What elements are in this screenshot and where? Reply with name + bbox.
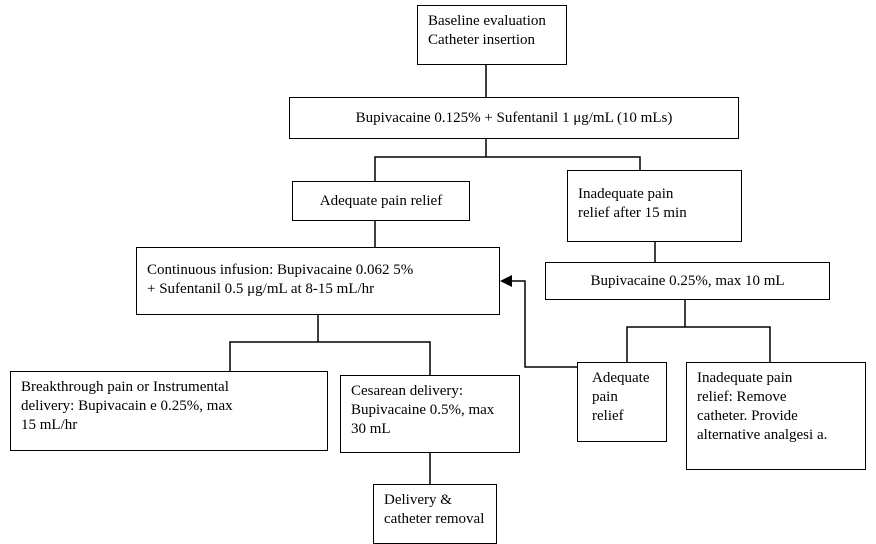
node-text: catheter. Provide: [697, 408, 798, 424]
node-text: Bupivacaine 0.25%, max 10 mL: [590, 272, 785, 289]
node: Baseline evaluation Catheter insertion: [417, 5, 567, 65]
node-text: + Sufentanil 0.5 μg/mL at 8-15 mL/hr: [147, 281, 375, 297]
arrowhead: [500, 275, 512, 287]
node-text: Delivery &: [384, 492, 452, 508]
node: Bupivacaine 0.125% + Sufentanil 1 μg/mL …: [289, 97, 739, 139]
node-text: Inadequate pain: [697, 370, 793, 386]
node-text: 15 mL/hr: [21, 417, 78, 433]
node-text: relief after 15 min: [578, 205, 687, 221]
node-text: Bupivacaine 0.125% + Sufentanil 1 μg/mL …: [355, 109, 673, 126]
node-text: Continuous infusion: Bupivacaine 0.062 5…: [147, 262, 414, 278]
node: Cesarean delivery: Bupivacaine 0.5%, max 3…: [340, 375, 520, 453]
node: Breakthrough pain or Instrumental deliver…: [10, 371, 328, 451]
node-text: Breakthrough pain or Instrumental: [21, 379, 229, 395]
node-text: delivery: Bupivacain e 0.25%, max: [21, 398, 233, 414]
node: Continuous infusion: Bupivacaine 0.062 5…: [136, 247, 500, 315]
lines: [229, 65, 771, 484]
node-text: relief: [592, 408, 624, 424]
node-text: alternative analgesi a.: [697, 427, 828, 443]
node: Adequate pain relief: [577, 362, 667, 442]
node: Delivery & catheter removal: [373, 484, 497, 544]
node-text: Bupivacaine 0.5%, max: [351, 402, 495, 418]
node-text: pain: [592, 389, 618, 405]
node-text: Inadequate pain: [578, 186, 674, 202]
node: Inadequate pain relief: Remove catheter. P…: [686, 362, 866, 470]
node-text: Catheter insertion: [428, 32, 536, 48]
node-text: Adequate pain relief: [319, 192, 443, 209]
node: Inadequate pain relief after 15 min: [567, 170, 742, 242]
node-text: Cesarean delivery:: [351, 383, 464, 399]
node-text: Baseline evaluation: [428, 13, 546, 29]
node-text: catheter removal: [384, 511, 485, 527]
branch: [374, 156, 641, 181]
node-text: Adequate: [592, 370, 650, 386]
node-text: 30 mL: [351, 421, 391, 437]
node-text: relief: Remove: [697, 389, 787, 405]
node: Adequate pain relief: [292, 181, 470, 221]
node: Bupivacaine 0.25%, max 10 mL: [545, 262, 830, 300]
